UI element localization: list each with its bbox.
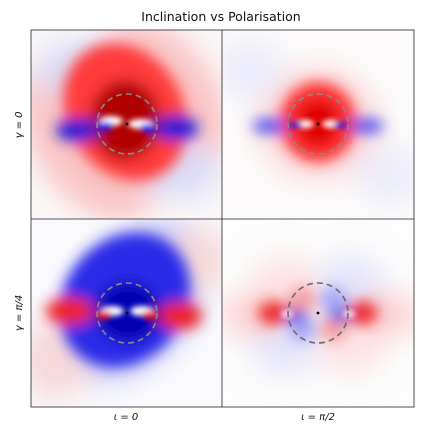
dashed-circle <box>96 282 158 344</box>
center-dot <box>125 122 129 126</box>
panel-gamma-pi4-iota-pi2 <box>222 219 414 407</box>
chart-title: Inclination vs Polarisation <box>141 9 300 24</box>
center-dot <box>316 122 320 126</box>
col-label-iota-pi2: ι = π/2 <box>301 412 335 423</box>
panel-gamma0-iota0 <box>31 30 222 219</box>
center-dot <box>125 311 129 315</box>
plot-frame <box>30 29 415 408</box>
dashed-circle <box>287 93 349 155</box>
panel-gamma0-iota-pi2 <box>222 30 414 219</box>
panel-gamma-pi4-iota0 <box>31 219 222 407</box>
row-label-gamma-0: γ = 0 <box>14 111 25 138</box>
col-label-iota-0: ι = 0 <box>114 412 138 423</box>
row-label-gamma-pi4: γ = π/4 <box>14 295 25 331</box>
dashed-circle <box>287 282 349 344</box>
center-dot <box>316 311 320 315</box>
dashed-circle <box>96 93 158 155</box>
